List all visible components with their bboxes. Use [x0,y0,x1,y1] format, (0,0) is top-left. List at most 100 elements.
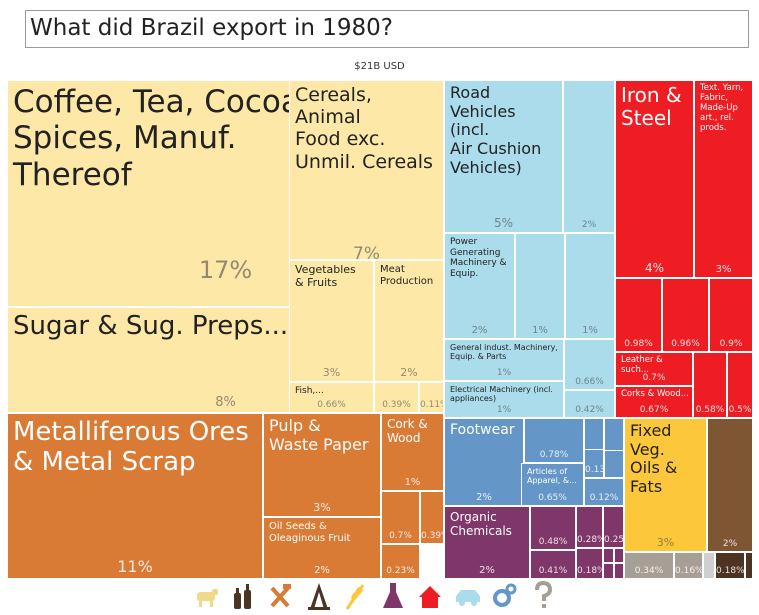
treemap-cell-red5[interactable]: 0.5% [727,352,753,418]
treemap-cell-mach2[interactable]: 1% [515,233,565,339]
treemap-cell-organic[interactable]: Organic Chemicals 2% [444,506,530,579]
cell-label: Electrical Machinery (incl. appliances) [450,385,553,404]
treemap-cell-red1[interactable]: 0.98% [615,278,662,352]
cell-percent: 2% [581,220,597,230]
treemap-cell-meat[interactable]: Meat Production 2% [374,260,444,382]
tools-icon[interactable] [268,580,294,612]
treemap-cell-mach3[interactable]: 1% [565,233,615,339]
cell-label: Leather & such... [621,355,663,375]
treemap-cell-cereals[interactable]: Cereals, Animal Food exc. Unmil. Cereals… [289,80,444,260]
house-icon[interactable] [417,580,443,612]
treemap-cell-footwear[interactable]: Footwear 2% [444,418,524,506]
treemap-cell-apparel[interactable]: Articles of Apparel, &... 0.65% [521,463,584,506]
treemap-cell-dk2[interactable] [745,552,753,579]
question-icon[interactable] [530,580,556,612]
cell-percent: 0.23% [386,566,415,576]
cell-percent: 0.9% [719,339,743,349]
cell-label: Fish,... [295,386,324,396]
treemap-cell-ap1[interactable]: 0.78% [524,418,584,463]
treemap-cell-mach1[interactable]: 2% [563,80,615,233]
oil-rig-icon[interactable] [306,580,332,612]
treemap-cell-ch4[interactable]: 0.25% [603,506,624,548]
treemap-cell-ch9[interactable] [614,563,624,579]
cell-percent: 7% [353,244,380,260]
treemap-cell-agsmall1[interactable]: 0.39% [374,382,419,413]
cell-percent: 17% [198,256,253,284]
treemap-cell-ch2[interactable]: 0.41% [530,550,576,579]
cell-percent: 0.39% [421,531,443,541]
treemap-cell-dk1[interactable]: 0.18% [715,552,745,579]
cell-label: Road Vehicles (incl. Air Cushion Vehicle… [450,83,542,177]
treemap-cell-or1[interactable]: 0.7% [381,491,420,544]
treemap-cell-red3[interactable]: 0.9% [709,278,753,352]
treemap-cell-oilseeds[interactable]: Oil Seeds & Oleaginous Fruit 2% [263,517,381,579]
gears-icon[interactable] [492,580,518,612]
cell-percent: 2% [314,565,330,576]
treemap-cell-red4[interactable]: 0.58% [693,352,727,418]
question-input[interactable]: What did Brazil export in 1980? [25,10,749,48]
treemap-cell-gr1[interactable]: 0.34% [624,552,674,579]
treemap-cell-leather[interactable]: Leather & such... 0.7% [615,352,693,386]
treemap-cell-veg[interactable]: Vegetables & Fruits 3% [289,260,374,382]
treemap-cell-pulp[interactable]: Pulp & Waste Paper 3% [263,413,381,517]
treemap-cell-ch1[interactable]: 0.48% [530,506,576,550]
treemap-cell-ap6[interactable] [604,450,624,478]
cell-percent: 2% [400,366,418,379]
treemap-cell-textile[interactable]: Text. Yarn, Fabric, Made-Up art., rel. p… [694,80,753,278]
cell-percent: 0.7% [642,373,666,383]
cell-percent: 3% [715,264,732,275]
cell-percent: 0.65% [538,493,567,503]
treemap-cell-fixedveg[interactable]: Fixed Veg. Oils & Fats 3% [624,418,707,552]
cell-label: Coffee, Tea, Cocoa, Spices, Manuf. There… [13,84,310,193]
cell-percent: 0.78% [539,450,569,460]
treemap-cell-ch5[interactable]: 0.18% [576,548,603,579]
treemap-cell-or3[interactable]: 0.23% [381,544,420,579]
treemap-cell-elec[interactable]: Electrical Machinery (incl. appliances) 1… [444,381,564,418]
cell-percent: 2% [479,565,495,576]
treemap-cell-ch3[interactable]: 0.28% [576,506,603,548]
cell-label: General indust. Machinery, Equip. & Part… [450,343,558,362]
treemap-cell-ch8[interactable] [603,563,614,579]
bottle-icon[interactable] [230,580,256,612]
treemap-cell-ap3[interactable]: 0.12% [584,478,624,506]
treemap-cell-ores[interactable]: Metalliferous Ores & Metal Scrap 11% [7,413,263,579]
cell-label: Pulp & Waste Paper [269,416,369,454]
cell-percent: 0.58% [695,405,725,415]
cell-percent: 0.34% [634,566,664,576]
cell-percent: 11% [117,557,153,576]
animal-icon[interactable] [194,580,220,612]
car-icon[interactable] [453,580,483,612]
cell-label: Metalliferous Ores & Metal Scrap [13,417,249,478]
treemap-cell-road[interactable]: Road Vehicles (incl. Air Cushion Vehicle… [444,80,563,233]
cell-percent: 2% [471,325,488,336]
cell-percent: 0.18% [577,566,603,576]
treemap-cell-mach4[interactable]: 0.66% [564,339,615,390]
treemap-cell-cork[interactable]: Cork & Wood 1% [381,413,444,491]
treemap-cell-gr2[interactable]: 0.16% [674,552,703,579]
treemap-cell-or2[interactable]: 0.39% [420,491,444,544]
treemap-cell-red2[interactable]: 0.96% [662,278,709,352]
treemap-cell-ap5[interactable] [584,418,604,450]
flask-icon[interactable] [380,580,406,612]
cell-percent: 0.7% [389,531,412,541]
treemap-cell-brown[interactable]: 2% [707,418,753,552]
cell-percent: 0.42% [575,405,604,415]
cell-label: Cork & Wood [387,417,428,446]
cell-percent: 0.11% [420,400,443,410]
cell-percent: 0.66% [317,400,346,410]
treemap-cell-agsmall2[interactable]: 0.11% [419,382,444,413]
wheat-icon[interactable] [342,580,368,612]
treemap-cell-cork2[interactable]: Corks & Wood... 0.67% [615,386,693,418]
treemap-cell-gr3[interactable] [703,552,715,579]
cell-label: Vegetables & Fruits [295,263,356,289]
treemap-cell-power[interactable]: Power Generating Machinery & Equip. 2% [444,233,515,339]
cell-label: Fixed Veg. Oils & Fats [630,421,678,497]
category-legend [0,580,759,615]
treemap-cell-mach5[interactable]: 0.42% [564,390,615,418]
treemap-cell-iron[interactable]: Iron & Steel 4% [615,80,694,278]
treemap-cell-fish[interactable]: Fish,... 0.66% [289,382,374,413]
treemap-cell-ch7[interactable] [614,548,624,563]
treemap-cell-ch6[interactable] [603,548,614,563]
treemap-cell-genind[interactable]: General indust. Machinery, Equip. & Part… [444,339,564,381]
